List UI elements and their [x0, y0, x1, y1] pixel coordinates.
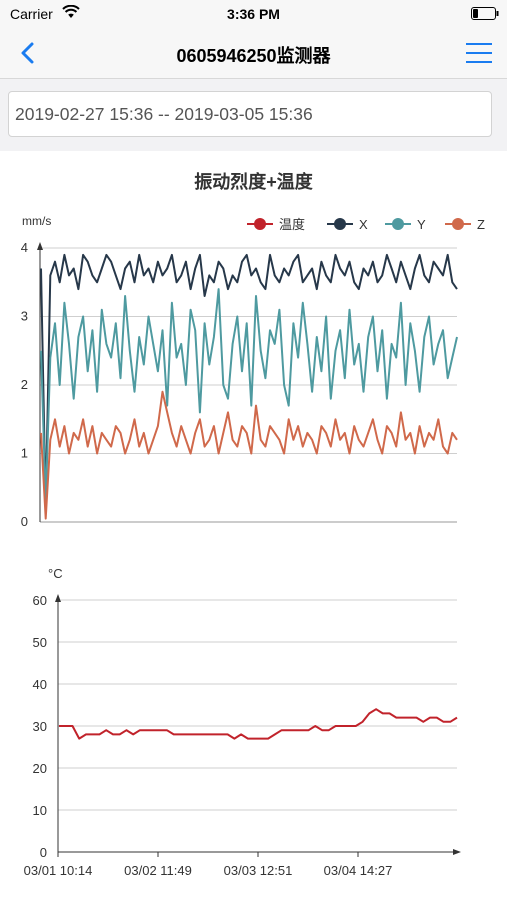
series-line-z [40, 390, 458, 520]
chart-legend: 温度 X Y Z [247, 217, 485, 232]
y-tick-label: 2 [21, 377, 28, 392]
page-title: 0605946250监测器 [176, 46, 331, 66]
x-tick-label: 03/02 11:49 [124, 863, 192, 878]
carrier-label: Carrier [10, 6, 53, 22]
legend-swatch-dot [254, 218, 266, 230]
legend-swatch-dot [392, 218, 404, 230]
series-line-temperature [59, 708, 458, 740]
legend-label: X [359, 217, 368, 232]
legend-swatch-dot [334, 218, 346, 230]
legend-label: Y [417, 217, 426, 232]
battery-icon [471, 7, 499, 20]
vibration-chart: mm/s 温度 X Y Z 0 1 2 3 4 [21, 214, 485, 529]
back-chevron-icon[interactable] [16, 40, 40, 66]
y-tick-label: 30 [33, 719, 47, 734]
y-tick-label: 20 [33, 761, 47, 776]
y-axis-arrow [55, 594, 61, 602]
y-tick-label: 4 [21, 240, 28, 255]
y-tick-label: 0 [40, 845, 47, 860]
legend-item[interactable]: X [327, 217, 368, 232]
x-tick-label: 03/04 14:27 [324, 863, 393, 878]
y-axis-unit-label: °C [48, 566, 63, 581]
legend-item[interactable]: 温度 [247, 217, 305, 232]
y-tick-label: 40 [33, 677, 47, 692]
y-tick-label: 3 [21, 309, 28, 324]
x-axis-arrow [453, 849, 461, 855]
date-range-bar [0, 79, 507, 151]
y-tick-label: 0 [21, 514, 28, 529]
y-tick-label: 1 [21, 446, 28, 461]
y-tick-label: 50 [33, 635, 47, 650]
chart-title: 振动烈度+温度 [194, 172, 313, 192]
y-tick-label: 10 [33, 803, 47, 818]
legend-item[interactable]: Z [445, 217, 485, 232]
series-line-y [40, 288, 458, 503]
nav-bar: 0605946250监测器 [0, 28, 507, 79]
date-range-input[interactable] [8, 91, 492, 137]
y-tick-label: 60 [33, 593, 47, 608]
legend-swatch-dot [452, 218, 464, 230]
wifi-icon [62, 5, 80, 18]
y-axis-arrow [37, 242, 43, 250]
status-bar: Carrier 3:36 PM [0, 0, 507, 28]
legend-label: Z [477, 217, 485, 232]
clock: 3:36 PM [227, 6, 280, 22]
temperature-chart: °C 0 10 20 30 40 50 60 03/01 10:14 03/02 11:49 03… [24, 566, 461, 878]
y-axis-unit-label: mm/s [22, 214, 51, 228]
x-tick-label: 03/01 10:14 [24, 863, 93, 878]
hamburger-menu-icon[interactable] [465, 40, 493, 66]
legend-label: 温度 [279, 217, 305, 232]
x-tick-label: 03/03 12:51 [224, 863, 293, 878]
series-line-x [40, 253, 458, 510]
legend-item[interactable]: Y [385, 217, 426, 232]
